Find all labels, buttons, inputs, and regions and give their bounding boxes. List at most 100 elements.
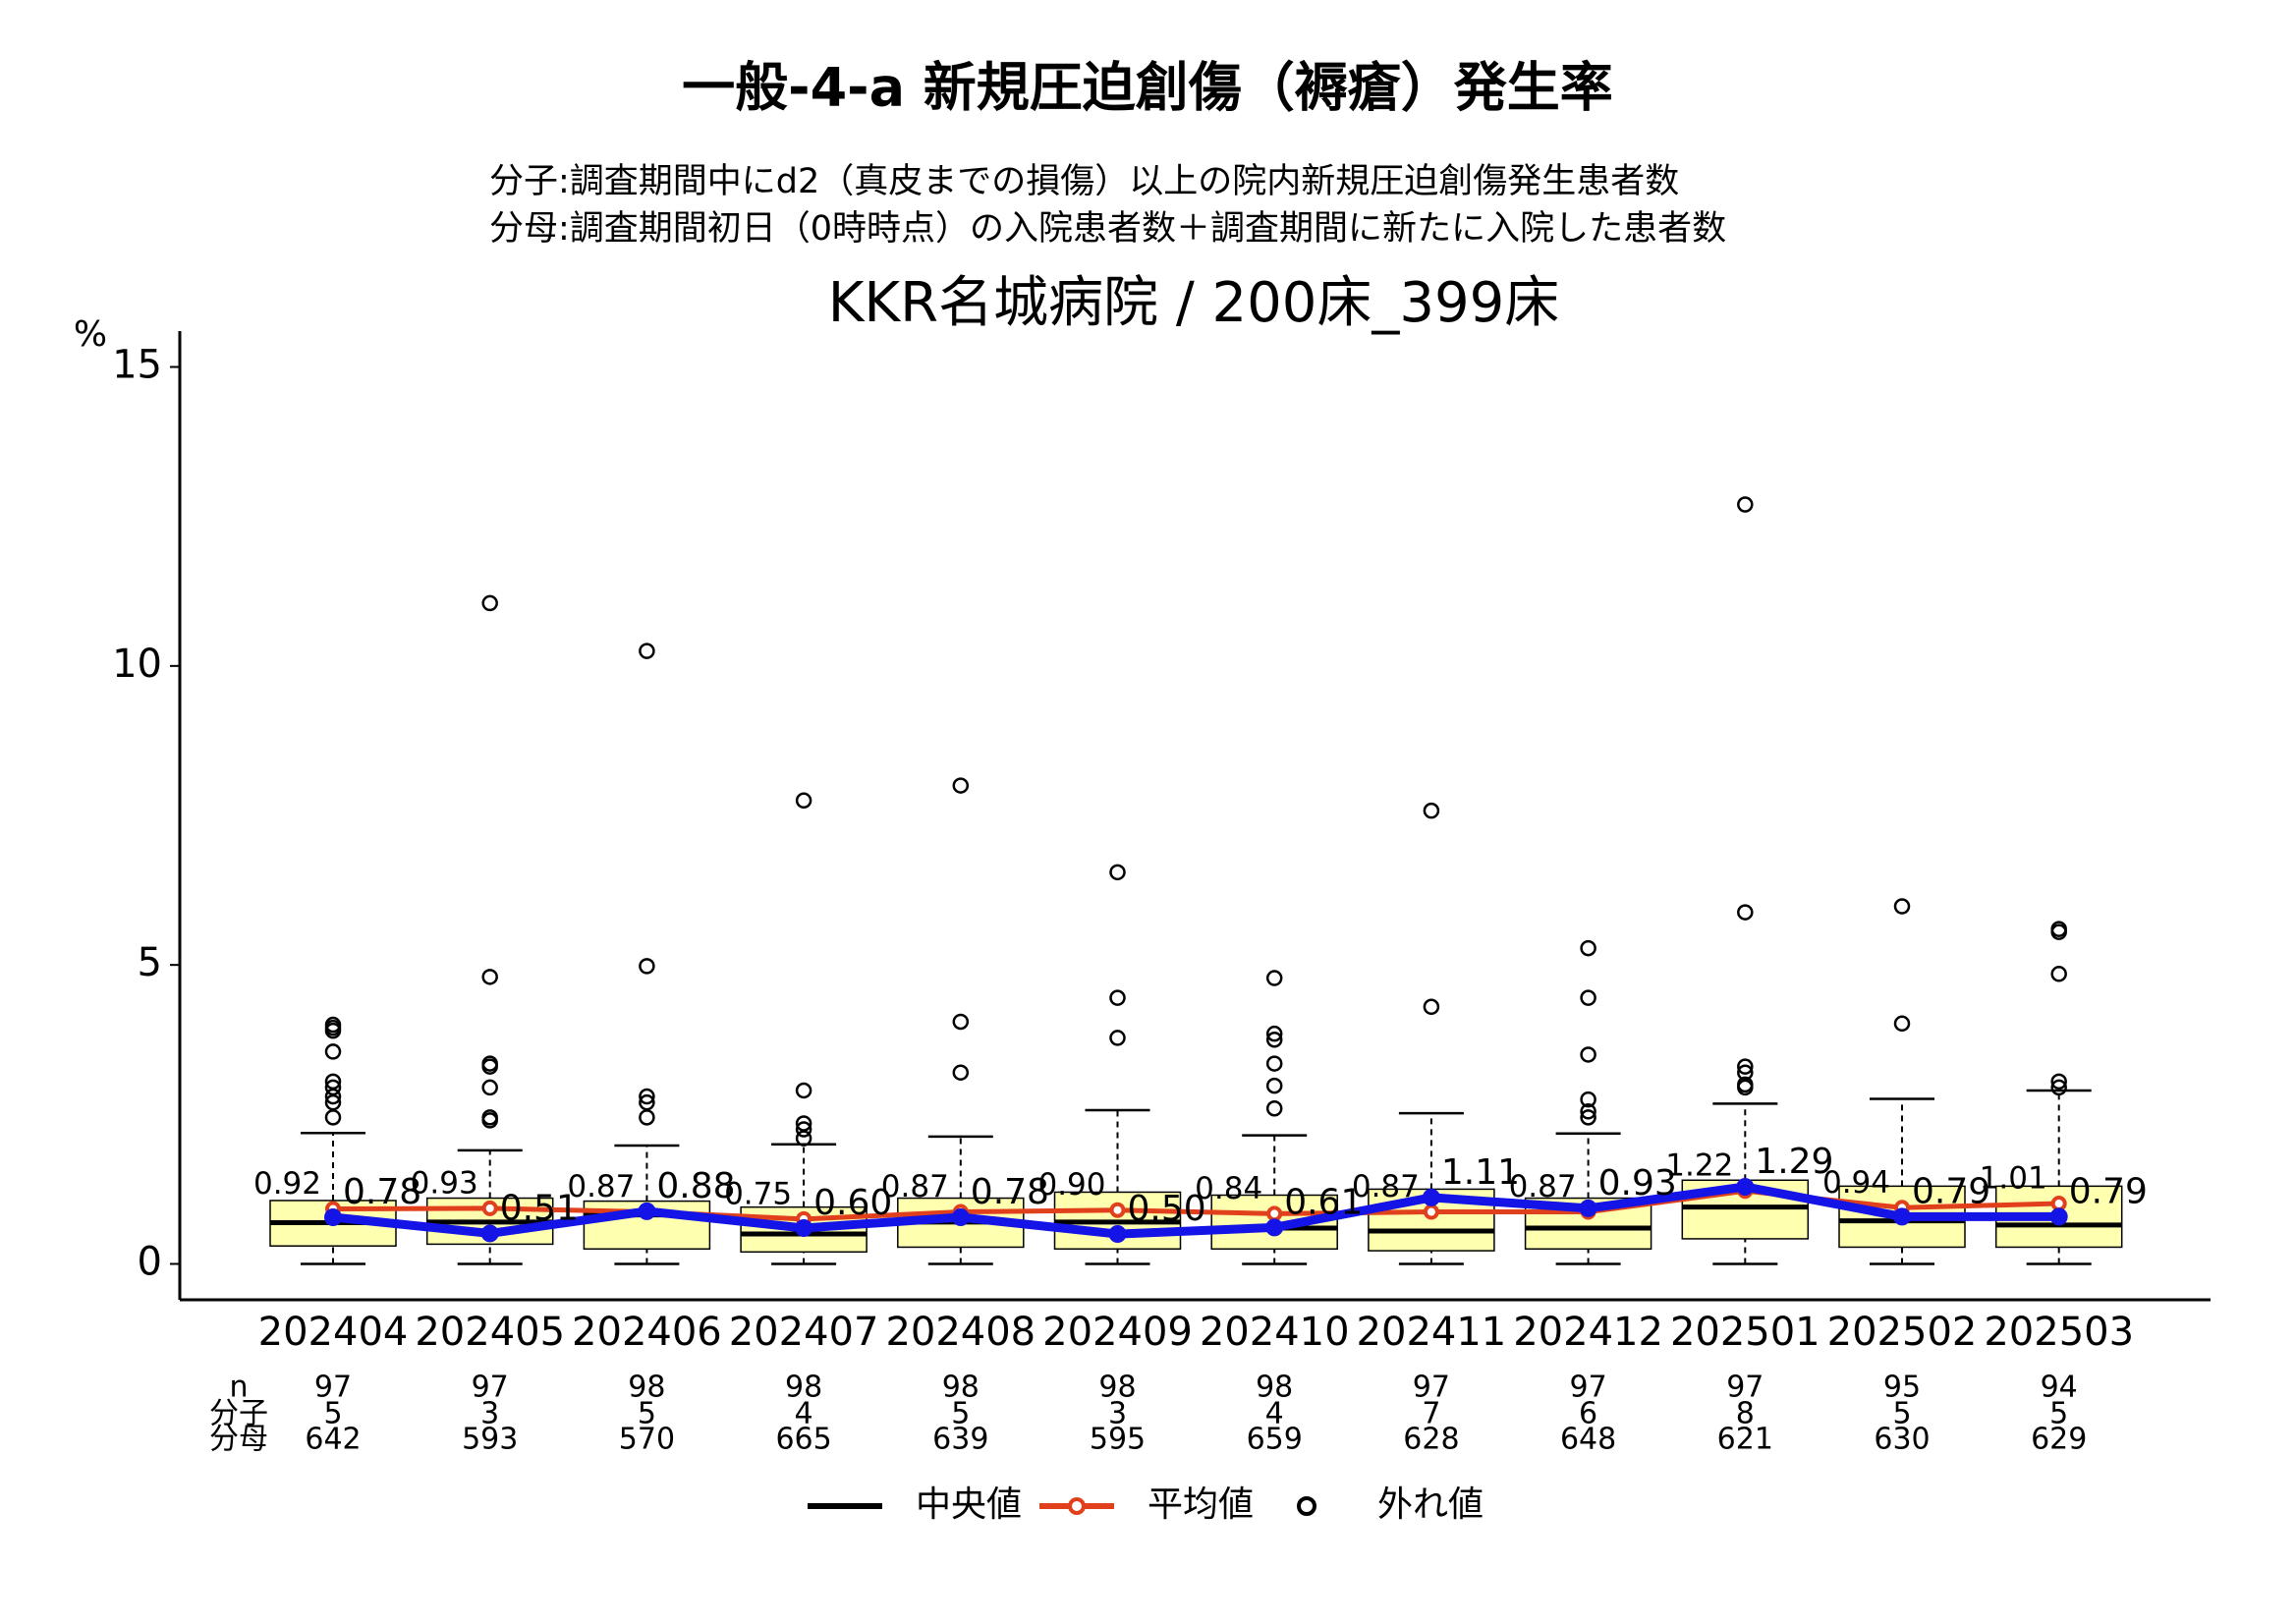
outlier: [2050, 1079, 2067, 1096]
hospital-point: [324, 1208, 342, 1227]
x-tick-label: 202503: [1984, 1310, 2134, 1355]
table-cell: 642: [305, 1423, 361, 1457]
y-axis-label: %: [74, 314, 107, 355]
hospital-point: [480, 1224, 499, 1243]
hospital-value-label: 0.78: [343, 1172, 421, 1212]
outlier: [1737, 904, 1754, 921]
outlier: [2050, 966, 2067, 982]
table-cell: 659: [1247, 1423, 1303, 1457]
table-cell: 5: [951, 1397, 970, 1431]
table-cell: 98: [1256, 1371, 1293, 1405]
hospital-point: [1579, 1199, 1597, 1217]
outlier: [1580, 939, 1596, 957]
table-cell: 94: [2041, 1371, 2078, 1405]
mean-value-label: 1.01: [1980, 1161, 2047, 1197]
mean-value-label: 0.92: [253, 1166, 321, 1202]
outlier: [1265, 1025, 1283, 1042]
outlier: [324, 1109, 342, 1126]
mean-point: [1266, 1205, 1283, 1222]
table-cell: 8: [1736, 1397, 1755, 1431]
outlier: [639, 1109, 655, 1126]
table-cell: 639: [932, 1423, 988, 1457]
table-cell: 630: [1874, 1423, 1930, 1457]
table-cell: 97: [1413, 1371, 1450, 1405]
legend-mean-label: 平均値: [1148, 1484, 1254, 1525]
table-cell: 7: [1422, 1397, 1440, 1431]
outlier: [1265, 1099, 1283, 1117]
hospital-value-label: 0.79: [2069, 1171, 2148, 1211]
table-cell: 97: [1570, 1371, 1607, 1405]
hospital-point: [1108, 1225, 1127, 1244]
subtitle: 分母:調査期間初日（0時時点）の入院患者数＋調査期間に新たに入院した患者数: [489, 209, 1726, 249]
outlier: [1737, 1058, 1754, 1075]
table-cell: 97: [472, 1371, 509, 1405]
table-row-label: 分子: [209, 1397, 268, 1431]
outlier: [952, 1013, 970, 1031]
hospital-point: [1893, 1207, 1911, 1226]
table-cell: 665: [775, 1423, 831, 1457]
mean-point: [481, 1200, 498, 1216]
outlier: [481, 1112, 498, 1129]
outlier: [1580, 1091, 1596, 1108]
outlier: [1893, 1015, 1911, 1033]
table-cell: 97: [1726, 1371, 1764, 1405]
table-cell: 98: [1098, 1371, 1136, 1405]
y-tick-label: 0: [138, 1239, 162, 1284]
outlier: [639, 643, 655, 659]
y-tick-label: 15: [112, 343, 162, 388]
outlier: [795, 1130, 812, 1147]
hospital-value-label: 0.51: [500, 1188, 579, 1228]
mean-value-label: 0.87: [567, 1169, 635, 1204]
hospital-value-label: 0.50: [1128, 1189, 1206, 1229]
hospital-value-label: 0.60: [813, 1183, 892, 1223]
hospital-point: [638, 1202, 656, 1220]
outlier: [1737, 1079, 1754, 1096]
x-tick-label: 202501: [1670, 1310, 1820, 1355]
outlier: [481, 1079, 498, 1096]
hospital-value-label: 0.79: [1912, 1171, 1990, 1211]
outlier: [795, 792, 812, 810]
outlier: [481, 594, 498, 612]
x-tick-label: 202411: [1357, 1310, 1507, 1355]
hospital-point: [795, 1218, 813, 1237]
subtitle: 分子:調査期間中にd2（真皮までの損傷）以上の院内新規圧迫創傷発生患者数: [489, 162, 1679, 201]
table-cell: 6: [1579, 1397, 1597, 1431]
mean-point: [2050, 1196, 2067, 1212]
mean-value-label: 0.94: [1822, 1165, 1890, 1201]
outlier: [795, 1082, 812, 1099]
x-tick-label: 202502: [1827, 1310, 1978, 1355]
y-tick-label: 5: [138, 940, 162, 985]
outlier: [1109, 864, 1126, 881]
table-cell: 5: [1892, 1397, 1911, 1431]
table-cell: 5: [638, 1397, 656, 1431]
outlier: [324, 1022, 342, 1039]
outlier: [1580, 1103, 1596, 1120]
table-cell: 98: [785, 1371, 822, 1405]
table-cell: 628: [1403, 1423, 1459, 1457]
mean-value-label: 0.93: [411, 1165, 478, 1201]
table-cell: 595: [1090, 1423, 1146, 1457]
table-cell: 4: [1265, 1397, 1284, 1431]
x-tick-label: 202406: [572, 1310, 722, 1355]
outlier: [1109, 1030, 1126, 1046]
outlier: [1580, 989, 1596, 1006]
outlier: [1580, 1109, 1596, 1126]
outlier: [1737, 496, 1754, 513]
table-cell: 570: [619, 1423, 675, 1457]
mean-value-label: 0.75: [724, 1176, 792, 1211]
mean-point: [1109, 1202, 1126, 1218]
table-row-label: n: [229, 1371, 248, 1405]
mean-value-label: 0.84: [1195, 1171, 1262, 1206]
table-cell: 5: [2049, 1397, 2068, 1431]
hospital-value-label: 0.88: [656, 1166, 735, 1206]
x-tick-label: 202412: [1513, 1310, 1663, 1355]
outlier: [1265, 970, 1283, 986]
table-cell: 648: [1560, 1423, 1616, 1457]
outlier: [1265, 1077, 1283, 1094]
outlier: [1265, 1055, 1283, 1072]
table-cell: 621: [1717, 1423, 1773, 1457]
chart-title: 一般-4-a 新規圧迫創傷（褥瘡）発生率: [682, 57, 1613, 119]
outlier: [324, 1043, 342, 1060]
hospital-value-label: 0.61: [1284, 1182, 1363, 1222]
table-cell: 98: [628, 1371, 665, 1405]
